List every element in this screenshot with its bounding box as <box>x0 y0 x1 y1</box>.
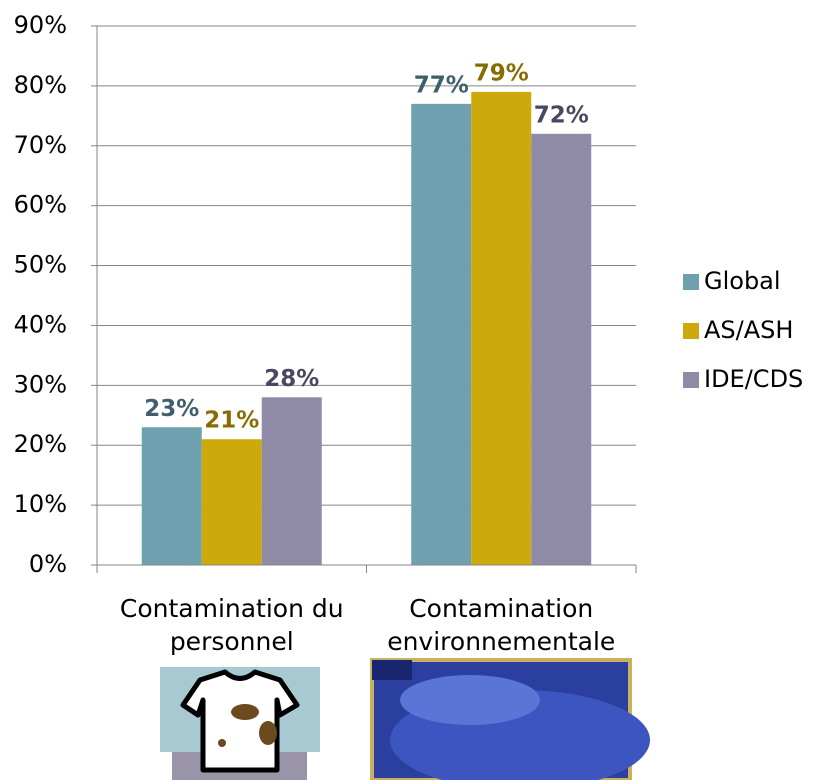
legend-swatch <box>683 323 699 339</box>
shirt-illustration <box>160 667 320 780</box>
data-label: 72% <box>534 102 589 128</box>
sink-photo <box>370 658 650 780</box>
legend-label: Global <box>704 267 781 295</box>
legend-label: IDE/CDS <box>704 365 803 393</box>
bar <box>261 397 322 565</box>
y-tick-label: 10% <box>14 490 67 518</box>
data-label: 79% <box>474 60 529 86</box>
bar <box>141 427 202 565</box>
y-tick-label: 60% <box>14 191 67 219</box>
data-label: 77% <box>414 72 469 98</box>
y-tick-label: 70% <box>14 131 67 159</box>
y-tick-label: 50% <box>14 251 67 279</box>
data-label: 21% <box>204 408 259 434</box>
bar <box>201 439 262 565</box>
bar <box>531 133 592 566</box>
y-tick-label: 40% <box>14 310 67 338</box>
bar <box>471 91 532 565</box>
y-tick-label: 80% <box>14 71 67 99</box>
y-tick-label: 0% <box>29 550 67 578</box>
y-tick-label: 20% <box>14 430 67 458</box>
legend-swatch <box>683 372 699 388</box>
data-label: 28% <box>264 366 319 392</box>
x-tick-label: Contamination du personnel <box>119 594 344 656</box>
bar <box>411 103 472 565</box>
legend-swatch <box>683 274 699 290</box>
legend-label: AS/ASH <box>704 316 793 344</box>
data-label: 23% <box>144 396 199 422</box>
y-tick-label: 30% <box>14 370 67 398</box>
x-tick-label: Contamination environnementale <box>387 594 616 656</box>
y-tick-label: 90% <box>14 11 67 39</box>
